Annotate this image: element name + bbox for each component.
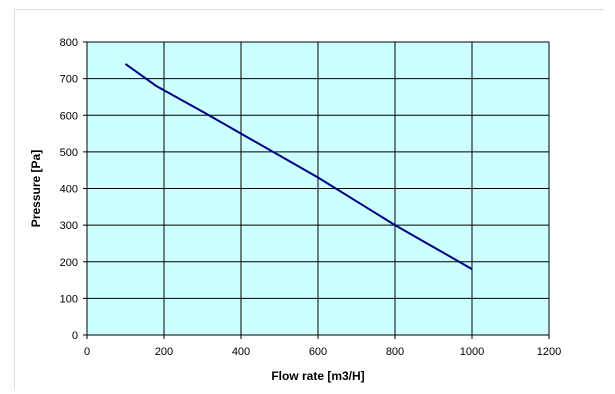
y-tick-label-800: 800 (60, 37, 78, 49)
y-tick-label-200: 200 (60, 257, 78, 269)
y-tick-label-300: 300 (60, 220, 78, 232)
y-tick-label-500: 500 (60, 147, 78, 159)
x-axis-label: Flow rate [m3/H] (271, 369, 364, 383)
y-tick-label-700: 700 (60, 74, 78, 86)
x-tick-label-400: 400 (232, 346, 250, 358)
x-tick-label-800: 800 (386, 346, 404, 358)
x-axis-ticks: 0 200 400 600 800 1000 1200 (84, 335, 561, 358)
x-tick-label-1200: 1200 (537, 346, 561, 358)
x-tick-label-200: 200 (155, 346, 173, 358)
y-axis-ticks: 0 100 200 300 400 500 600 700 800 (60, 37, 87, 342)
x-tick-label-0: 0 (84, 346, 90, 358)
y-tick-label-100: 100 (60, 293, 78, 305)
y-tick-label-600: 600 (60, 110, 78, 122)
x-tick-label-1000: 1000 (460, 346, 484, 358)
y-axis-label: Pressure [Pa] (29, 150, 43, 227)
x-tick-label-600: 600 (309, 346, 327, 358)
y-tick-label-0: 0 (72, 330, 78, 342)
y-tick-label-400: 400 (60, 184, 78, 196)
